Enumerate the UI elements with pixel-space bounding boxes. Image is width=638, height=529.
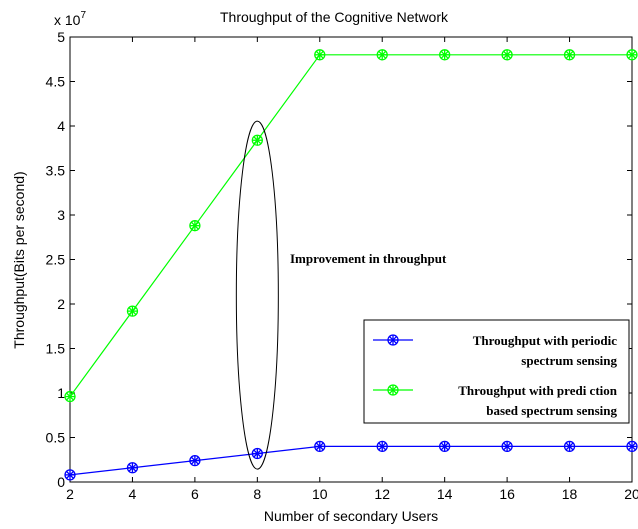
series-0-point [563, 440, 576, 453]
x-axis-label: Number of secondary Users [264, 508, 438, 524]
marker-arm [253, 449, 262, 458]
legend-label: spectrum sensing [521, 353, 617, 368]
y-tick-label: 2.5 [46, 252, 66, 268]
y-multiplier: x 107 [54, 10, 86, 28]
series-0-point [126, 462, 139, 474]
series-1-point [626, 49, 638, 61]
series-0-point [626, 440, 638, 453]
x-tick-label: 14 [437, 486, 453, 502]
marker-arm [388, 335, 398, 345]
marker-arm [388, 385, 398, 395]
series-0-point [64, 469, 76, 481]
legend-label: Throughput with periodic [473, 333, 617, 348]
series-1-point [314, 49, 326, 61]
x-tick-label: 12 [374, 486, 390, 502]
marker-arm [440, 442, 449, 451]
marker-arm [565, 442, 574, 451]
legend: Throughput with periodic spectrum sensing… [363, 319, 630, 424]
annotation-ellipse [235, 120, 279, 470]
y-multiplier-exponent: 7 [80, 10, 86, 21]
marker-arm [65, 470, 75, 479]
marker-arm [315, 442, 324, 451]
marker-arm [128, 307, 137, 316]
x-tick-label: 4 [129, 486, 137, 502]
x-tick-label: 10 [312, 486, 328, 502]
x-tick-label: 6 [191, 486, 199, 502]
series-0-point [314, 440, 326, 453]
marker-arm [190, 221, 199, 230]
y-tick-label: 4 [57, 118, 65, 134]
series-0-point [251, 447, 263, 460]
x-tick-label: 8 [253, 486, 261, 502]
series-1-point [64, 390, 76, 403]
annotation-text: Improvement in throughput [290, 251, 447, 266]
series-1-point [126, 305, 139, 317]
legend-marker [387, 384, 399, 396]
y-tick-label: 0.5 [46, 430, 66, 446]
x-tick-label: 16 [499, 486, 515, 502]
legend-box [363, 319, 630, 424]
series-line-0 [69, 445, 632, 476]
x-tick-label: 20 [624, 486, 638, 502]
y-tick-label: 2 [57, 296, 65, 312]
series-line-1 [69, 54, 632, 397]
series-0-point [189, 454, 201, 467]
y-tick-label: 4.5 [46, 74, 66, 90]
marker-arm [627, 50, 637, 59]
marker-arm [440, 50, 449, 59]
marker-arm [378, 50, 387, 59]
x-tick-label: 2 [66, 486, 74, 502]
marker-arm [65, 392, 75, 401]
x-tick-label: 18 [562, 486, 578, 502]
series-1-point [251, 134, 263, 146]
series-0-point [501, 440, 513, 453]
marker-arm [315, 50, 324, 59]
marker-arm [190, 456, 199, 465]
marker-arm [128, 463, 137, 472]
marker-arm [627, 442, 637, 451]
series-1-point [189, 220, 201, 232]
series-1-point [376, 49, 388, 61]
y-multiplier-base: x 10 [54, 12, 81, 28]
y-tick-label: 1.5 [46, 341, 66, 357]
series-1-point [501, 49, 513, 61]
legend-label: based spectrum sensing [486, 403, 617, 418]
chart-title: Throughput of the Cognitive Network [220, 9, 449, 25]
series-0-point [439, 440, 451, 453]
legend-marker [387, 334, 399, 346]
marker-arm [503, 442, 512, 451]
marker-arm [503, 50, 512, 59]
y-axis-label: Throughput(Bits per second) [11, 171, 27, 348]
series-1-point [439, 49, 451, 61]
marker-arm [378, 442, 387, 451]
y-tick-label: 1 [57, 385, 65, 401]
y-tick-label: 5 [57, 29, 65, 45]
marker-arm [565, 50, 574, 59]
y-tick-label: 3.5 [46, 163, 66, 179]
y-tick-label: 3 [57, 207, 65, 223]
y-tick-label: 0 [57, 474, 65, 490]
marker-arm [253, 136, 262, 145]
series-0-point [376, 440, 388, 453]
legend-label: Throughput with predi ction [458, 383, 618, 398]
series-1-point [563, 49, 576, 61]
